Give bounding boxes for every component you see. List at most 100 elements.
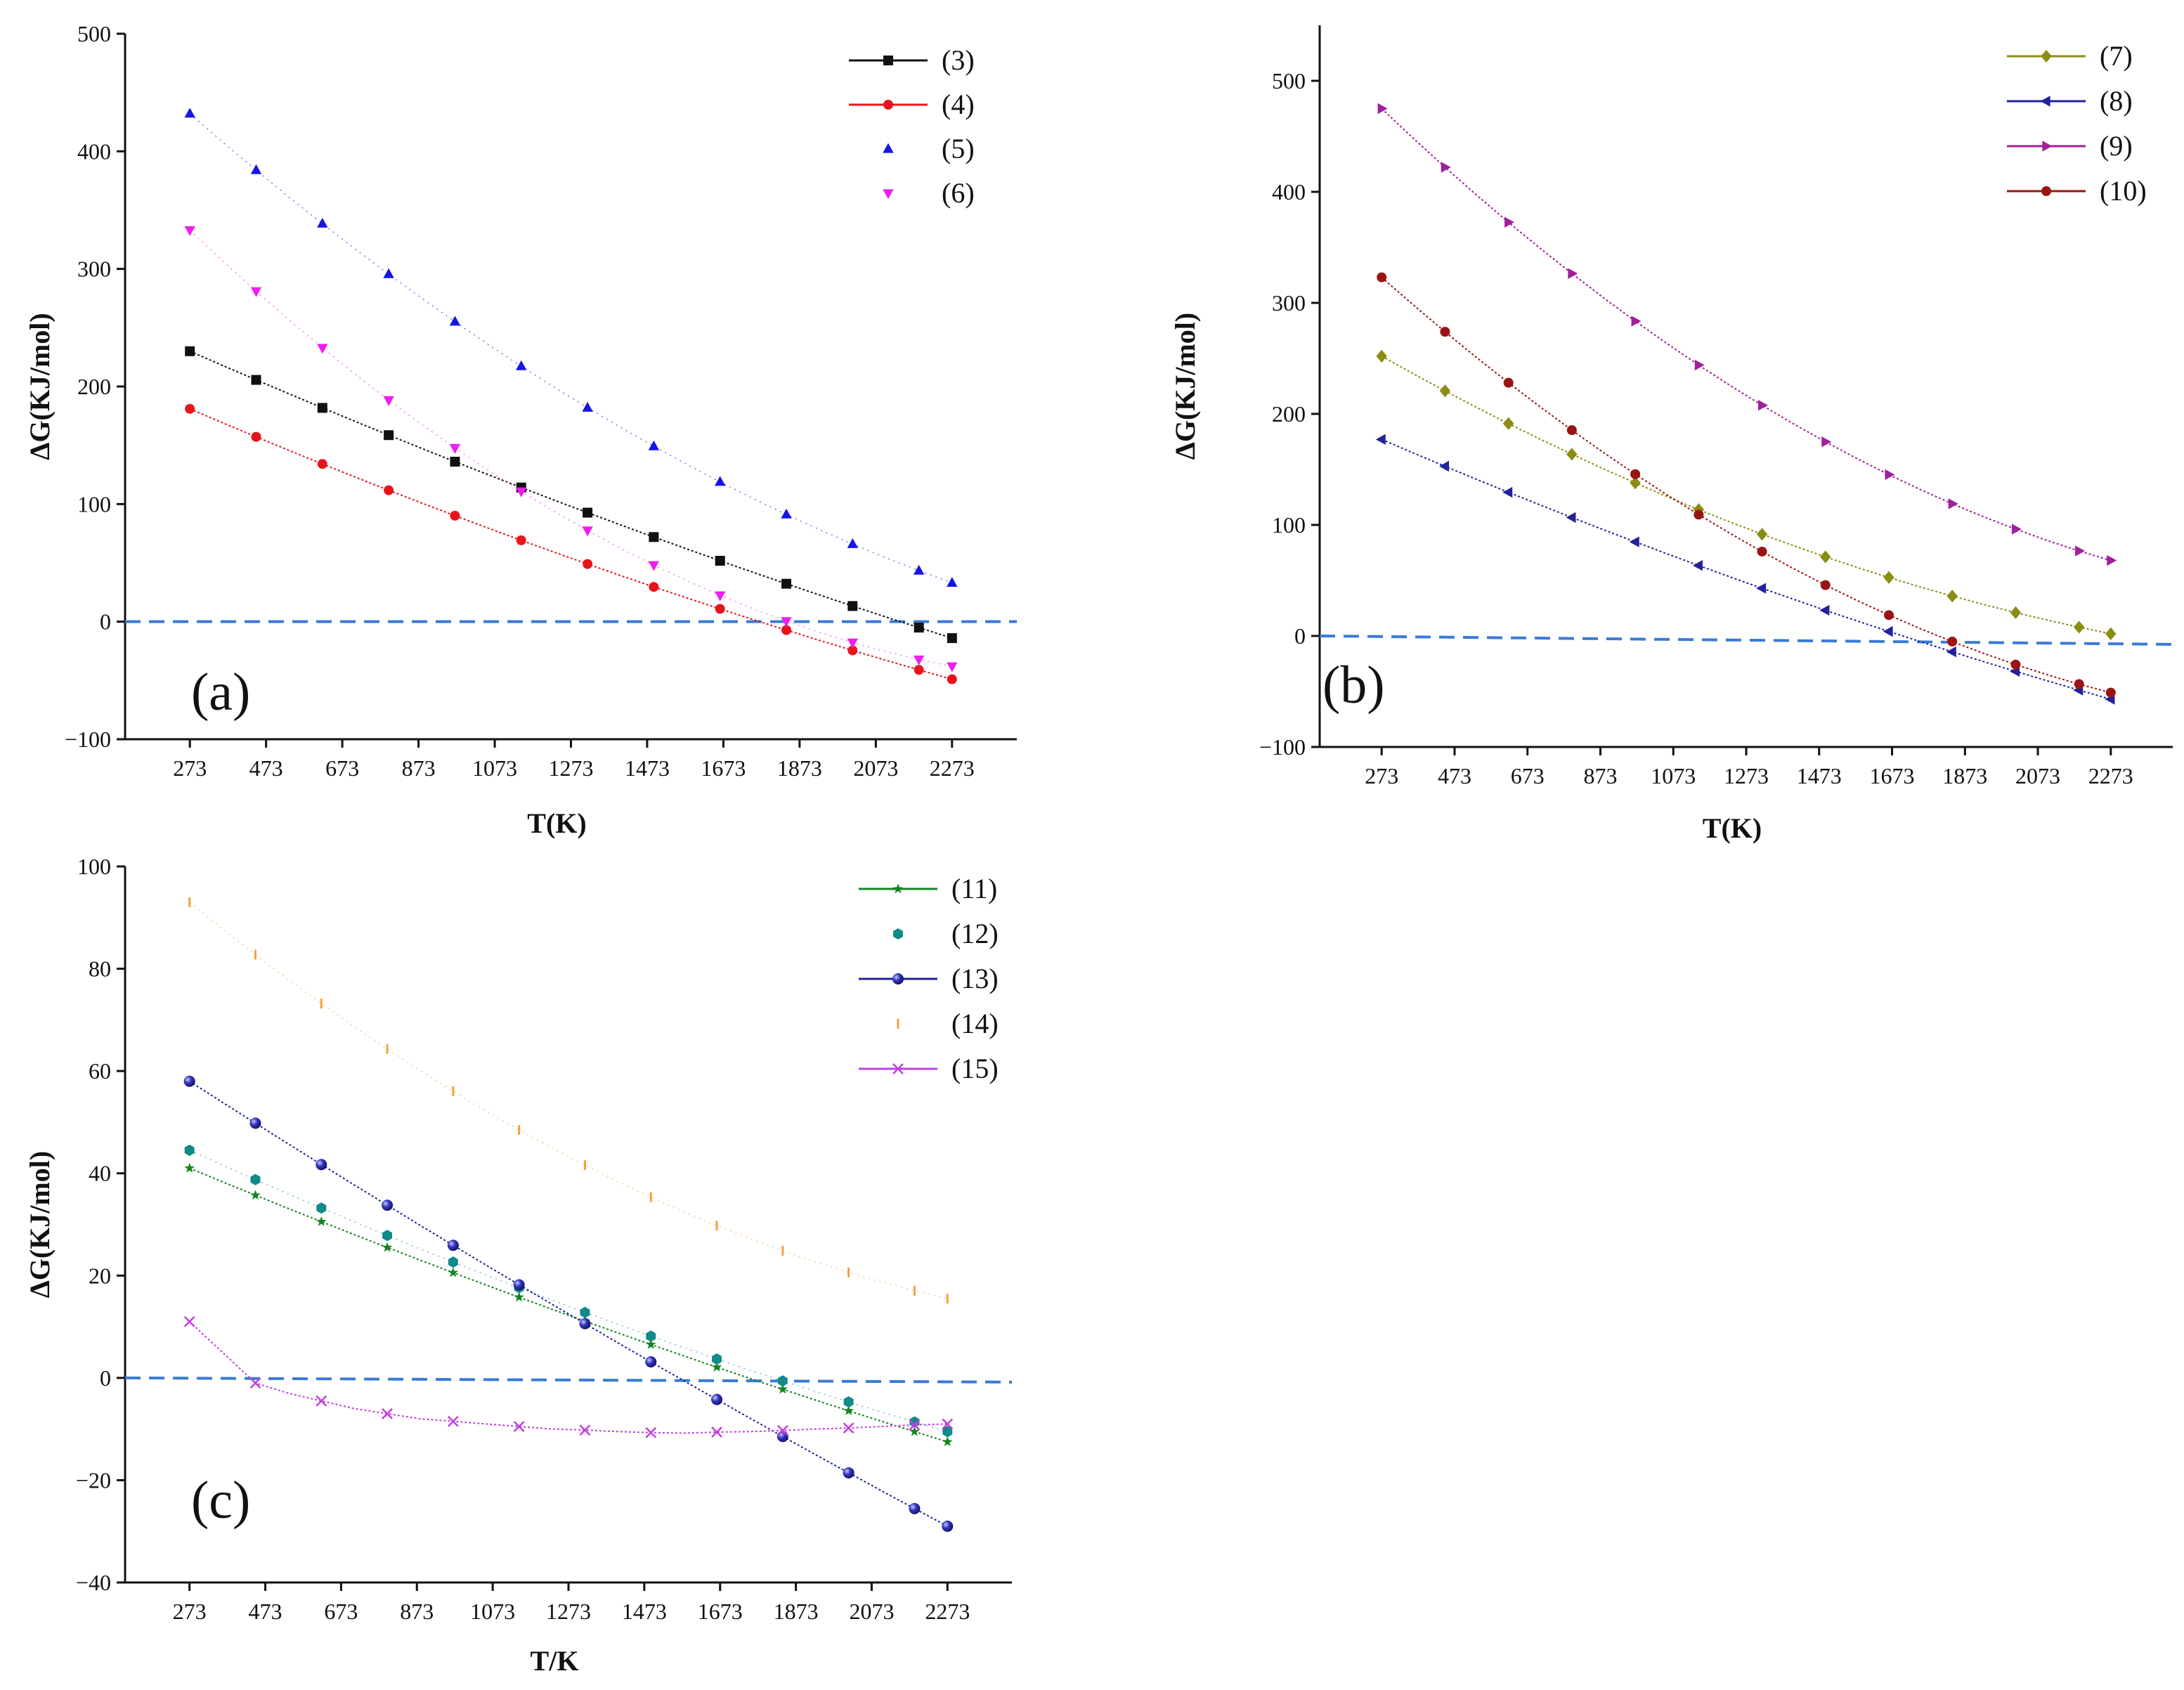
data-point (715, 476, 726, 486)
data-point (947, 674, 957, 684)
series-line (1381, 438, 2112, 701)
panel-label: (a) (191, 663, 250, 722)
data-point (580, 1306, 590, 1318)
data-point (1885, 469, 1895, 481)
y-tick-label: 100 (1272, 512, 1306, 538)
data-point (583, 559, 593, 569)
data-point (909, 1502, 921, 1514)
data-point (711, 1426, 722, 1438)
x-tick-label: 1073 (472, 755, 517, 781)
data-point (2010, 659, 2021, 670)
data-point (1629, 536, 1639, 547)
series-13 (183, 1075, 954, 1532)
data-point (317, 459, 327, 469)
legend-entry: (5) (883, 133, 975, 164)
x-tick-label: 473 (249, 755, 283, 781)
series-line (189, 1150, 948, 1433)
legend-marker (2041, 186, 2051, 196)
data-point (776, 1431, 788, 1443)
legend-marker (2042, 141, 2053, 152)
x-tick-label: 1873 (774, 1599, 819, 1624)
x-tick-label: 1873 (777, 755, 822, 781)
series-line (189, 1321, 948, 1434)
data-point (185, 403, 195, 414)
data-point (317, 344, 328, 354)
data-point (184, 226, 195, 236)
data-point (715, 591, 726, 602)
data-point (384, 430, 394, 441)
x-tick-label: 2073 (2015, 763, 2060, 788)
data-point (513, 1421, 525, 1432)
x-tick-label: 1273 (546, 1599, 591, 1624)
legend-entry: (14) (897, 1008, 999, 1039)
series-line (189, 229, 952, 668)
data-point (1504, 216, 1515, 228)
y-tick-label: 80 (89, 956, 111, 982)
data-point (383, 268, 394, 278)
legend-label: (6) (942, 177, 975, 209)
data-point (316, 1395, 327, 1407)
data-point (947, 577, 958, 587)
series-9 (1377, 103, 2117, 566)
data-point (909, 1426, 920, 1436)
data-point (1630, 476, 1641, 490)
data-point (2011, 524, 2022, 535)
data-point (1377, 272, 1387, 282)
panel-label: (c) (191, 1471, 250, 1530)
data-point (582, 526, 593, 537)
series-3 (185, 346, 957, 644)
legend-label: (15) (951, 1053, 999, 1084)
series-5 (184, 108, 958, 587)
legend-marker (893, 928, 903, 940)
data-point (251, 375, 261, 385)
data-point (184, 1162, 195, 1173)
data-point (513, 1279, 525, 1291)
x-tick-label: 1073 (470, 1599, 515, 1624)
data-point (777, 1384, 788, 1394)
data-point (1630, 469, 1641, 479)
data-point (1820, 550, 1831, 564)
data-point (1948, 498, 1958, 509)
series-line (189, 113, 953, 584)
y-tick-label: −20 (76, 1467, 111, 1493)
x-tick-label: 1873 (1942, 763, 1987, 788)
data-point (913, 655, 925, 665)
y-tick-label: −100 (1259, 734, 1306, 760)
x-tick-label: 1273 (1724, 763, 1769, 788)
data-point (847, 638, 859, 649)
x-tick-label: 873 (1583, 763, 1617, 788)
legend-label: (3) (942, 44, 975, 76)
data-point (781, 625, 792, 635)
y-tick-label: 100 (77, 491, 111, 516)
data-point (843, 1396, 854, 1408)
panel-b-chart: −100 0 100 200 300 400 500 273 473 673 873 1073 1273… (1169, 25, 2173, 844)
data-point (514, 1292, 524, 1302)
zero-reference-line (1319, 635, 2173, 646)
data-point (1694, 359, 1705, 371)
data-point (843, 1467, 854, 1478)
legend-marker (883, 100, 893, 110)
legend-entry: (12) (893, 918, 999, 949)
data-point (648, 440, 660, 450)
data-point (2073, 620, 2085, 634)
legend-label: (4) (942, 89, 975, 120)
x-tick-label: 2073 (853, 755, 898, 781)
data-point (382, 1408, 393, 1419)
data-point (450, 510, 460, 521)
legend-label: (5) (942, 133, 975, 164)
data-point (516, 360, 527, 370)
data-point (1756, 528, 1768, 541)
series-14 (188, 897, 949, 1304)
data-point (579, 1318, 591, 1330)
data-point (251, 431, 261, 442)
data-point (1375, 434, 1386, 446)
data-point (1376, 349, 1387, 363)
series-6 (184, 226, 958, 672)
panel-label: (b) (1322, 656, 1385, 715)
data-point (383, 396, 394, 406)
series-line (1381, 108, 2112, 561)
data-point (942, 1418, 954, 1430)
x-tick-label: 273 (1365, 763, 1398, 788)
data-point (1566, 512, 1576, 524)
